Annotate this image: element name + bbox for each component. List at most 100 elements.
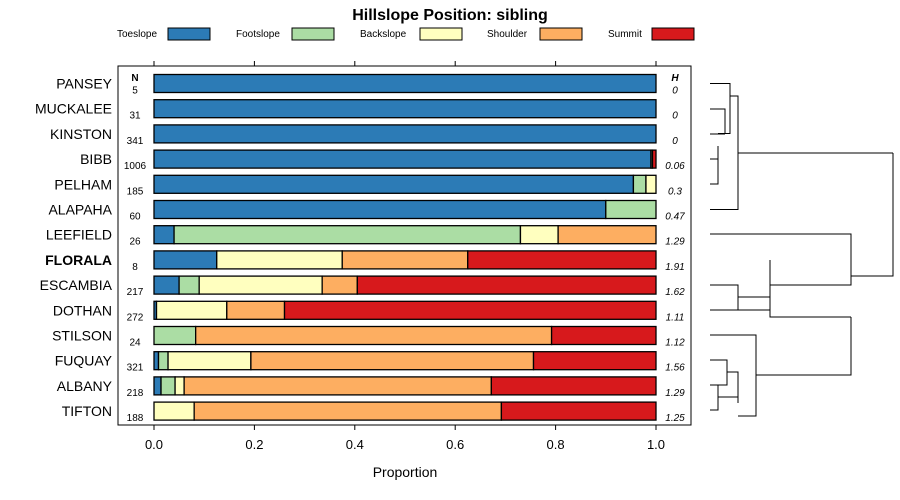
x-tick-label-3: 0.6 [446, 437, 464, 452]
dendrogram-branch-4 [710, 334, 757, 417]
h-value-dothan: 1.11 [666, 312, 685, 323]
n-value-leefield: 26 [129, 237, 141, 248]
n-value-dothan: 272 [127, 312, 144, 323]
bar-segment-albany-toeslope [153, 376, 162, 396]
bar-segment-kinston-toeslope [153, 124, 657, 144]
dendrogram-branch-5 [710, 359, 738, 411]
row-label-escambia: ESCAMBIA [40, 277, 113, 293]
h-value-leefield: 1.29 [665, 237, 685, 248]
n-value-pelham: 185 [127, 186, 144, 197]
h-value-bibb: 0.06 [665, 161, 685, 172]
row-label-alapaha: ALAPAHA [48, 202, 112, 218]
bar-segment-fuquay-shoulder [250, 351, 535, 371]
bar-segment-albany-footslope [160, 376, 176, 396]
bar-segment-leefield-shoulder [557, 225, 657, 245]
bar-segment-fuquay-toeslope [153, 351, 160, 371]
x-tick-label-2: 0.4 [346, 437, 364, 452]
h-value-albany: 1.29 [665, 388, 685, 399]
bar-segment-pelham-footslope [632, 174, 647, 194]
n-value-alapaha: 60 [129, 212, 141, 223]
bar-segment-stilson-summit [550, 325, 657, 346]
dendrogram-branch-2 [710, 233, 852, 311]
h-value-fuquay: 1.56 [665, 363, 685, 374]
legend-swatch-backslope [419, 27, 463, 41]
chart-title: Hillslope Position: sibling [352, 7, 548, 24]
bar-segment-florala-summit [467, 250, 657, 270]
bar-segment-tifton-shoulder [193, 401, 503, 421]
dendrogram [710, 83, 894, 417]
h-value-florala: 1.91 [665, 262, 684, 273]
bar-segment-fuquay-backslope [167, 351, 252, 371]
legend-label-summit: Summit [608, 29, 642, 40]
dendrogram-branch-3 [710, 284, 770, 310]
row-label-tifton: TIFTON [62, 403, 112, 419]
bar-segment-albany-summit [490, 376, 657, 396]
bar-segment-florala-backslope [216, 250, 343, 270]
row-label-leefield: LEEFIELD [46, 227, 112, 243]
bar-segment-dothan-backslope [155, 300, 228, 320]
bar-segment-tifton-backslope [153, 401, 195, 421]
h-value-pelham: 0.3 [668, 186, 682, 197]
n-value-bibb: 1006 [124, 161, 147, 172]
x-axis-label: Proportion [373, 464, 438, 480]
bar-segment-pansey-toeslope [153, 73, 657, 94]
row-label-pelham: PELHAM [54, 176, 112, 192]
row-label-albany: ALBANY [57, 378, 113, 394]
bar-segment-escambia-summit [356, 275, 657, 295]
n-value-fuquay: 321 [127, 363, 144, 374]
bar-segment-stilson-footslope [153, 325, 197, 346]
bar-segment-muckalee-toeslope [153, 99, 657, 119]
dendrogram-branch-0 [710, 83, 731, 185]
bar-segment-fuquay-footslope [157, 351, 169, 371]
row-label-fuquay: FUQUAY [55, 353, 113, 369]
n-value-florala: 8 [132, 262, 138, 273]
bar-segment-escambia-shoulder [321, 275, 358, 295]
legend-label-footslope: Footslope [236, 29, 280, 40]
n-value-tifton: 188 [127, 413, 144, 424]
bar-segment-escambia-toeslope [153, 275, 180, 295]
row-label-florala: FLORALA [45, 252, 112, 268]
bar-segment-fuquay-summit [532, 351, 657, 371]
bar-segment-florala-toeslope [153, 250, 218, 270]
bar-segment-pelham-toeslope [153, 174, 635, 194]
n-value-albany: 218 [127, 388, 144, 399]
bar-segment-leefield-backslope [519, 225, 559, 245]
x-tick-label-5: 1.0 [647, 437, 665, 452]
h-value-pansey: 0 [672, 86, 678, 97]
dendrogram-branch-6 [710, 371, 739, 403]
x-tick-label-4: 0.8 [547, 437, 565, 452]
bar-segment-albany-shoulder [183, 376, 492, 396]
h-value-muckalee: 0 [672, 111, 678, 122]
h-value-tifton: 1.25 [665, 413, 685, 424]
legend-swatch-footslope [291, 27, 335, 41]
legend-label-toeslope: Toeslope [117, 29, 157, 40]
plot-frame [117, 65, 692, 426]
h-column-header: H [671, 73, 679, 84]
bar-segment-bibb-summit [651, 149, 657, 169]
bar-segment-dothan-summit [283, 300, 657, 320]
n-value-muckalee: 31 [129, 111, 141, 122]
row-label-muckalee: MUCKALEE [35, 101, 112, 117]
bar-segment-escambia-backslope [198, 275, 323, 295]
h-value-stilson: 1.12 [665, 338, 685, 349]
row-label-bibb: BIBB [80, 151, 112, 167]
bar-segment-tifton-summit [500, 401, 657, 421]
x-axis: 0.0 0.2 0.4 0.6 0.8 1.0 [145, 61, 665, 452]
row-label-pansey: PANSEY [56, 76, 112, 92]
bar-segment-pelham-backslope [645, 174, 657, 194]
n-value-pansey: 5 [132, 86, 138, 97]
legend-swatch-shoulder [539, 27, 583, 41]
h-value-kinston: 0 [672, 136, 678, 147]
legend-swatch-toeslope [167, 27, 211, 41]
bar-segment-florala-shoulder [341, 250, 469, 270]
n-value-kinston: 341 [127, 136, 144, 147]
legend-label-shoulder: Shoulder [487, 29, 528, 40]
row-label-dothan: DOTHAN [53, 302, 112, 318]
n-value-escambia: 217 [127, 287, 144, 298]
h-value-escambia: 1.62 [665, 287, 685, 298]
n-column-header: N [131, 73, 138, 84]
bar-segment-dothan-shoulder [226, 300, 286, 320]
bar-rows: PANSEY 5 0 MUCKALEE 31 0 KINSTON 341 0 BIBB 1006 0.… [35, 73, 685, 424]
bar-segment-leefield-footslope [173, 225, 522, 245]
